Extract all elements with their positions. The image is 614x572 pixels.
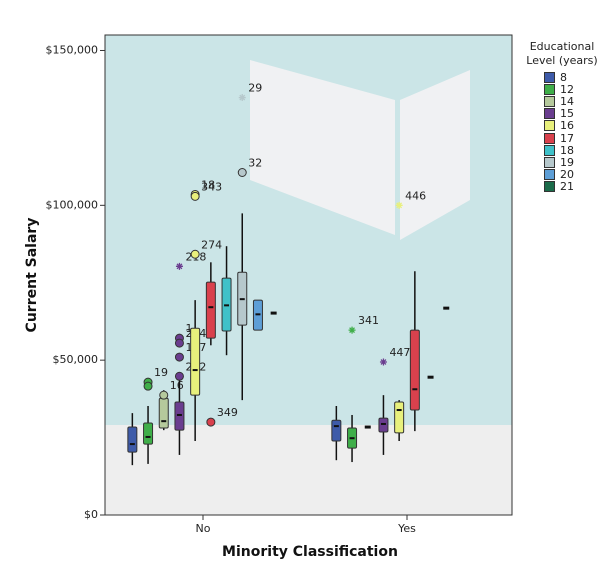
outlier bbox=[159, 390, 169, 400]
outlier-label: 1 bbox=[185, 322, 192, 335]
legend-label: 12 bbox=[560, 82, 574, 96]
legend-label: 21 bbox=[560, 180, 574, 194]
outlier-label: 32 bbox=[248, 156, 262, 169]
legend-label: 19 bbox=[560, 155, 574, 169]
legend-swatch bbox=[544, 181, 555, 193]
extreme-star bbox=[395, 201, 403, 209]
box bbox=[331, 419, 342, 442]
outlier-label: 447 bbox=[389, 346, 410, 359]
outlier-label: 29 bbox=[248, 82, 262, 95]
outlier bbox=[174, 338, 184, 348]
legend-swatch bbox=[544, 144, 555, 156]
box bbox=[174, 401, 185, 431]
outlier bbox=[206, 417, 216, 427]
legend-swatch bbox=[544, 120, 555, 132]
outlier bbox=[174, 371, 184, 381]
box bbox=[378, 417, 389, 433]
box bbox=[190, 327, 201, 396]
x-tick-label: Yes bbox=[397, 522, 416, 535]
box bbox=[205, 281, 216, 339]
extreme-star bbox=[348, 326, 356, 334]
legend-label: 15 bbox=[560, 107, 574, 121]
y-axis-title: Current Salary bbox=[24, 218, 40, 333]
legend-item: 18 bbox=[544, 143, 610, 157]
legend-item: 21 bbox=[544, 180, 610, 194]
x-tick-label: No bbox=[196, 522, 211, 535]
outlier bbox=[143, 381, 153, 391]
outlier bbox=[190, 249, 200, 259]
legend-item: 19 bbox=[544, 155, 610, 169]
legend-label: 16 bbox=[560, 119, 574, 133]
legend-label: 8 bbox=[560, 70, 567, 84]
legend-label: 20 bbox=[560, 168, 574, 182]
outlier-label: 343 bbox=[201, 180, 222, 193]
outlier-label: 19 bbox=[154, 366, 168, 379]
outlier bbox=[174, 352, 184, 362]
y-tick-label: $100,000 bbox=[46, 198, 99, 211]
legend-swatch bbox=[544, 71, 555, 83]
y-tick-label: $150,000 bbox=[46, 43, 99, 56]
outlier bbox=[237, 167, 247, 177]
legend-swatch bbox=[544, 156, 555, 168]
extreme-star bbox=[175, 262, 183, 270]
x-axis-title: Minority Classification bbox=[222, 544, 398, 560]
legend-item: 14 bbox=[544, 94, 610, 108]
legend-item: 12 bbox=[544, 82, 610, 96]
legend-item: 15 bbox=[544, 107, 610, 121]
legend-swatch bbox=[544, 83, 555, 95]
legend-label: 14 bbox=[560, 94, 574, 108]
legend-swatch bbox=[544, 169, 555, 181]
outlier-label: 16 bbox=[170, 379, 184, 392]
legend-item: 17 bbox=[544, 131, 610, 145]
plot-lower-band bbox=[105, 425, 512, 515]
legend: Educational Level (years) 8 12 14 15 16 17 18 1… bbox=[514, 40, 610, 193]
y-tick-label: $50,000 bbox=[53, 353, 99, 366]
outlier-label: 446 bbox=[405, 189, 426, 202]
legend-swatch bbox=[544, 95, 555, 107]
legend-label: 17 bbox=[560, 131, 574, 145]
legend-item: 8 bbox=[544, 70, 610, 84]
legend-label: 18 bbox=[560, 143, 574, 157]
legend-swatch bbox=[544, 132, 555, 144]
legend-title: Educational Level (years) bbox=[526, 40, 598, 67]
box bbox=[409, 329, 420, 411]
box bbox=[143, 422, 154, 445]
legend-item: 20 bbox=[544, 168, 610, 182]
outlier-label: 18 bbox=[201, 178, 215, 191]
extreme-star bbox=[379, 358, 387, 366]
legend-swatch bbox=[544, 108, 555, 120]
box bbox=[394, 401, 405, 434]
plot-frame bbox=[104, 34, 513, 516]
outlier-label: 341 bbox=[358, 314, 379, 327]
outlier-label: 274 bbox=[201, 238, 222, 251]
extreme-star bbox=[238, 94, 246, 102]
box bbox=[127, 426, 138, 453]
legend-item: 16 bbox=[544, 119, 610, 133]
box bbox=[158, 397, 169, 429]
y-tick-label: $0 bbox=[84, 508, 98, 521]
watermark bbox=[250, 60, 470, 240]
outlier-label: 349 bbox=[217, 406, 238, 419]
outlier bbox=[190, 191, 200, 201]
